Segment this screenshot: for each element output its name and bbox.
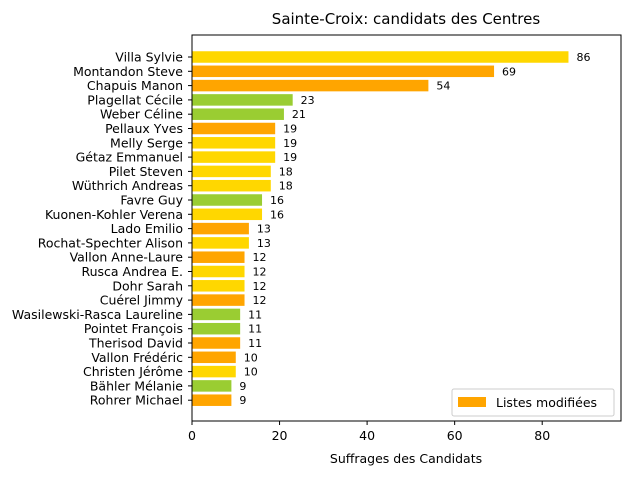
data-label: 9 <box>239 380 246 393</box>
x-ticks: 0 20 40 60 80 <box>188 421 550 443</box>
data-label: 18 <box>279 180 293 193</box>
data-label: 12 <box>253 294 267 307</box>
bar <box>192 122 276 135</box>
bar <box>192 394 232 406</box>
category-label: Cuérel Jimmy <box>100 293 184 308</box>
data-label: 19 <box>283 151 297 164</box>
bar <box>192 251 245 263</box>
data-label: 10 <box>244 351 258 364</box>
bar <box>192 222 249 235</box>
legend-swatch <box>458 397 486 407</box>
data-label: 13 <box>257 223 271 236</box>
bar <box>192 179 271 192</box>
category-label: Favre Guy <box>120 193 183 208</box>
category-label: Chapuis Manon <box>87 78 183 93</box>
data-label: 12 <box>253 251 267 264</box>
x-tick-label: 80 <box>534 428 550 443</box>
category-label: Pellaux Yves <box>105 121 183 136</box>
category-label: Therisod David <box>88 336 183 351</box>
bar <box>192 208 263 221</box>
category-label: Pilet Steven <box>109 164 183 179</box>
x-tick-label: 0 <box>188 428 196 443</box>
x-axis-label: Suffrages des Candidats <box>330 451 482 466</box>
category-label: Wasilewski-Rasca Laureline <box>12 307 183 322</box>
category-label: Bähler Mélanie <box>90 378 183 393</box>
legend-label: Listes modifiées <box>496 395 597 410</box>
data-label: 23 <box>301 94 315 107</box>
data-label: 11 <box>248 337 262 350</box>
data-label: 12 <box>253 266 267 279</box>
data-label: 11 <box>248 308 262 321</box>
bars-group <box>192 51 569 406</box>
bar <box>192 322 241 335</box>
category-label: Wüthrich Andreas <box>72 178 183 193</box>
bar <box>192 51 569 63</box>
category-label: Rohrer Michael <box>90 393 183 408</box>
legend: Listes modifiées <box>451 388 615 417</box>
bar <box>192 280 245 292</box>
bar <box>192 165 271 178</box>
axes-frame <box>188 34 622 422</box>
bar <box>192 94 293 106</box>
category-label: Gétaz Emmanuel <box>76 150 183 165</box>
category-label: Christen Jérôme <box>83 364 183 379</box>
bar <box>192 65 495 78</box>
category-label: Montandon Steve <box>73 64 183 79</box>
bar <box>192 79 429 92</box>
data-label: 13 <box>257 237 271 250</box>
data-label: 19 <box>283 137 297 150</box>
category-label: Dohr Sarah <box>112 278 183 293</box>
bar <box>192 151 276 163</box>
bar <box>192 294 245 306</box>
chart-title: Sainte-Croix: candidats des Centres <box>272 10 541 28</box>
data-label: 10 <box>244 366 258 379</box>
category-label: Vallon Anne-Laure <box>70 250 184 265</box>
category-label: Kuonen-Kohler Verena <box>45 207 183 222</box>
data-label: 54 <box>436 80 450 93</box>
data-label: 16 <box>270 208 284 221</box>
x-tick-label: 20 <box>272 428 288 443</box>
data-label: 9 <box>239 394 246 407</box>
bar <box>192 308 241 321</box>
value-labels: 8669542321191919181816161313121212121111… <box>239 51 590 407</box>
category-label: Weber Céline <box>100 107 183 122</box>
bar <box>192 194 263 206</box>
data-label: 21 <box>292 108 306 121</box>
bar <box>192 237 249 249</box>
category-label: Rochat-Spechter Alison <box>38 235 183 250</box>
x-tick-label: 60 <box>447 428 463 443</box>
data-label: 12 <box>253 280 267 293</box>
category-label: Villa Sylvie <box>115 50 183 65</box>
data-label: 16 <box>270 194 284 207</box>
legend-box <box>451 388 615 417</box>
category-label: Melly Serge <box>110 135 183 150</box>
plot-frame <box>191 34 622 422</box>
bar <box>192 337 241 349</box>
data-label: 69 <box>502 65 516 78</box>
data-label: 11 <box>248 323 262 336</box>
category-label: Vallon Frédéric <box>91 350 183 365</box>
data-label: 19 <box>283 123 297 136</box>
category-label: Plagellat Cécile <box>87 92 183 107</box>
x-tick-label: 40 <box>359 428 375 443</box>
data-label: 86 <box>576 51 590 64</box>
bar <box>192 108 284 120</box>
bar <box>192 265 245 278</box>
bar <box>192 365 236 378</box>
category-label: Lado Emilio <box>111 221 183 236</box>
bar <box>192 351 236 364</box>
category-label: Pointet François <box>84 321 183 336</box>
bar <box>192 137 276 149</box>
category-label: Rusca Andrea E. <box>81 264 183 279</box>
bar <box>192 380 232 392</box>
data-label: 18 <box>279 165 293 178</box>
